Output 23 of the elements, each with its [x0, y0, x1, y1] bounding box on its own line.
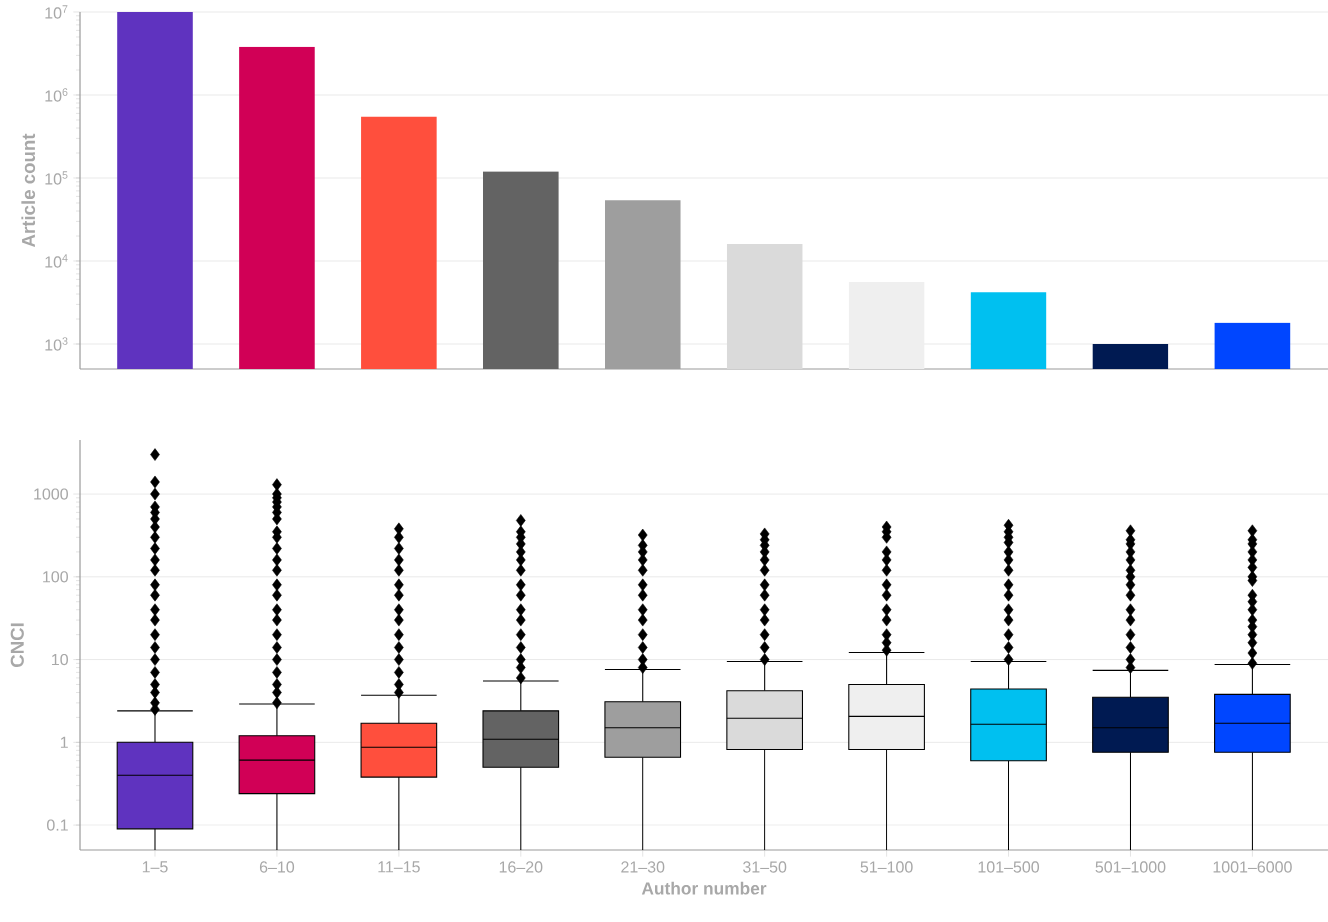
x-tick-label: 6–10 [259, 861, 295, 873]
y-tick-label: 100 [43, 571, 68, 583]
x-tick-label: 21–30 [621, 861, 665, 873]
x-tick-label: 501–1000 [1095, 861, 1166, 873]
x-tick-label: 1–5 [142, 861, 168, 873]
x-tick-label: 101–500 [978, 861, 1040, 873]
y-tick-label: 10$^{3}$ [45, 337, 68, 351]
y-tick-label: 1000 [34, 488, 68, 500]
y-tick-label: 10 [52, 653, 69, 666]
x-tick-label: 51–100 [860, 861, 913, 873]
y-axis-title: Article count [21, 133, 36, 248]
x-tick-label: 11–15 [378, 861, 420, 873]
x-tick-label: 1001–6000 [1213, 861, 1292, 873]
x-tick-label: 31–50 [743, 861, 787, 873]
y-axis-title: CNCI [10, 623, 24, 668]
y-tick-label: 10$^{7}$ [45, 5, 68, 19]
y-tick-label: 0.1 [47, 819, 68, 831]
x-tick-label: 16–20 [499, 861, 543, 873]
x-axis-title: Author number [641, 881, 767, 895]
y-tick-label: 10$^{6}$ [45, 88, 68, 102]
y-tick-label: 1 [60, 736, 68, 748]
y-tick-label: 10$^{4}$ [45, 254, 68, 268]
y-tick-label: 10$^{5}$ [45, 171, 68, 185]
